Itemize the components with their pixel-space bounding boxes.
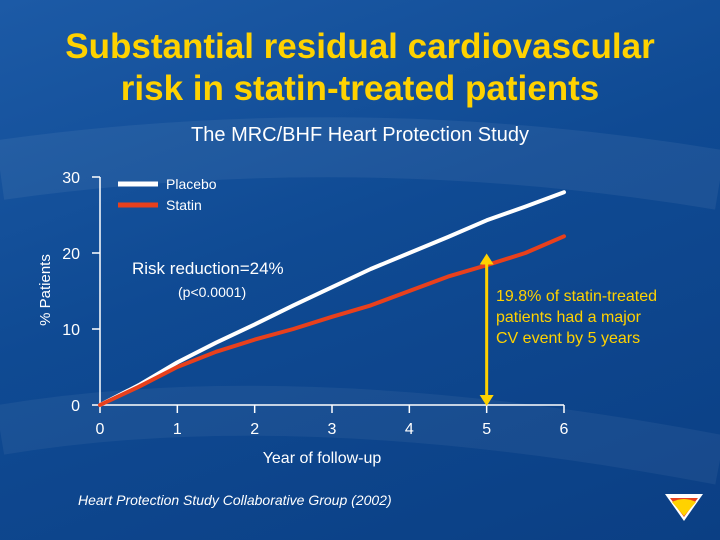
callout-text-line-1: 19.8% of statin-treated [496,288,657,305]
series-line-placebo [98,190,566,407]
legend-label-statin: Statin [166,197,202,213]
x-tick-label: 1 [173,421,182,438]
callout-text-line-3: CV event by 5 years [496,330,640,347]
callout-arrow-head-top [479,253,494,265]
y-tick-label: 30 [62,170,80,187]
x-tick-label: 2 [250,421,259,438]
legend-label-placebo: Placebo [166,176,217,192]
x-tick-label: 0 [96,421,105,438]
y-tick-label: 10 [62,322,80,339]
y-tick-label: 0 [71,398,80,415]
p-value-label: (p<0.0001) [178,284,246,300]
title-line-1: Substantial residual cardiovascular [65,27,655,66]
x-tick-label: 6 [560,421,569,438]
callout-arrow-head-bottom [479,395,494,406]
y-axis-label: % Patients [37,254,54,326]
citation: Heart Protection Study Collaborative Gro… [78,492,392,508]
x-tick-label: 3 [328,421,337,438]
title-line-2: risk in statin-treated patients [120,69,600,108]
x-tick-label: 4 [405,421,414,438]
chart-subtitle: The MRC/BHF Heart Protection Study [191,124,529,146]
x-axis-label: Year of follow-up [263,450,382,467]
x-tick-label: 5 [482,421,491,438]
callout-text-line-2: patients had a major [496,309,642,326]
brand-logo [665,494,703,521]
slide-title: Substantial residual cardiovascular risk… [40,26,680,110]
risk-reduction-label: Risk reduction=24% [132,259,284,278]
y-tick-label: 20 [62,246,80,263]
